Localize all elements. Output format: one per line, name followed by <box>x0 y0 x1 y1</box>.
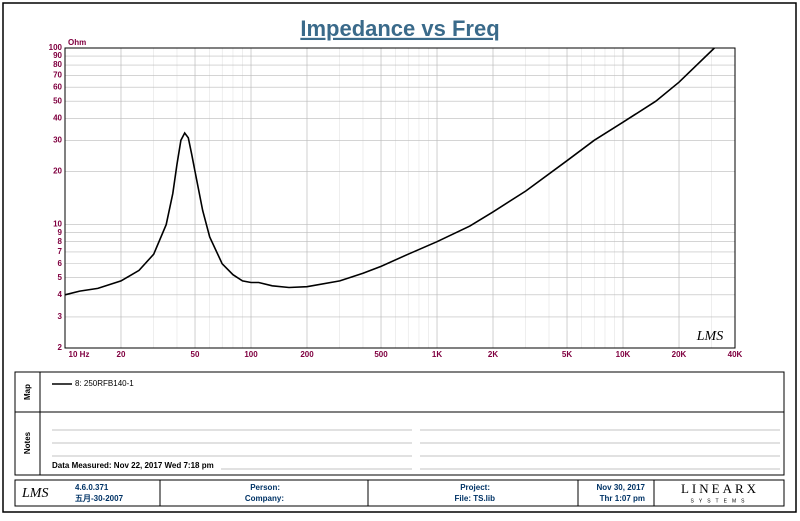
y-tick-label: 80 <box>53 60 62 69</box>
build-date: 五月-30-2007 <box>75 494 124 503</box>
project: Project: <box>460 483 490 492</box>
y-tick-label: 6 <box>58 259 63 268</box>
x-tick-label: 1K <box>432 350 442 359</box>
notes-panel <box>14 411 785 476</box>
y-tick-label: 4 <box>58 290 63 299</box>
brand-sub: SYSTEMS <box>691 498 750 504</box>
y-tick-label: 30 <box>53 135 62 144</box>
person: Person: <box>250 483 280 492</box>
x-tick-label: 10K <box>616 350 631 359</box>
watermark: LMS <box>696 329 723 344</box>
y-tick-label: 100 <box>49 43 63 52</box>
impedance-line <box>64 47 715 296</box>
x-tick-label: 500 <box>374 350 388 359</box>
x-tick-label: 20K <box>672 350 687 359</box>
x-tick-label: 50 <box>191 350 200 359</box>
footer-logo: LMS <box>21 486 48 501</box>
date: Nov 30, 2017 <box>597 483 646 492</box>
x-tick-label: 5K <box>562 350 572 359</box>
brand: LINEARX <box>681 481 759 496</box>
chart-title: Impedance vs Freq <box>300 16 499 41</box>
data-measured: Data Measured: Nov 22, 2017 Wed 7:18 pm <box>52 461 214 470</box>
x-tick-label: 20 <box>117 350 126 359</box>
y-tick-label: 90 <box>53 51 62 60</box>
y-tick-label: 70 <box>53 70 62 79</box>
map-label: Map <box>23 384 32 400</box>
y-tick-label: 5 <box>58 273 63 282</box>
y-tick-label: 3 <box>58 312 63 321</box>
y-tick-label: 7 <box>58 247 63 256</box>
company: Company: <box>245 494 284 503</box>
x-tick-label: 200 <box>300 350 314 359</box>
footer-dividers <box>159 480 655 506</box>
x-tick-label: 40K <box>728 350 743 359</box>
plot-area <box>65 48 735 348</box>
y-tick-label: 60 <box>53 82 62 91</box>
file: File: TS.lib <box>455 494 496 503</box>
y-tick-label: 8 <box>58 237 63 246</box>
y-tick-label: 9 <box>58 228 63 237</box>
y-tick-label: 20 <box>53 167 62 176</box>
footer <box>14 479 785 507</box>
y-tick-label: 2 <box>58 343 63 352</box>
time: Thr 1:07 pm <box>600 494 645 503</box>
label-bg <box>46 460 221 472</box>
plot-border <box>64 47 736 349</box>
legend-entry: 8: 250RFB140-1 <box>75 379 134 388</box>
x-tick-label: 100 <box>244 350 258 359</box>
y-tick-label: 50 <box>53 96 62 105</box>
y-axis-label: Ohm <box>68 38 86 47</box>
x-tick-label: 10 Hz <box>69 350 90 359</box>
y-tick-label: 10 <box>53 220 62 229</box>
x-tick-label: 2K <box>488 350 498 359</box>
version: 4.6.0.371 <box>75 483 109 492</box>
notes-label: Notes <box>23 431 32 454</box>
plot: 10 Hz 20 50 100 200 500 1K 2K 5K 10K 20K 40K2345678… <box>49 43 743 359</box>
y-tick-label: 40 <box>53 113 62 122</box>
note-lines <box>52 429 780 470</box>
